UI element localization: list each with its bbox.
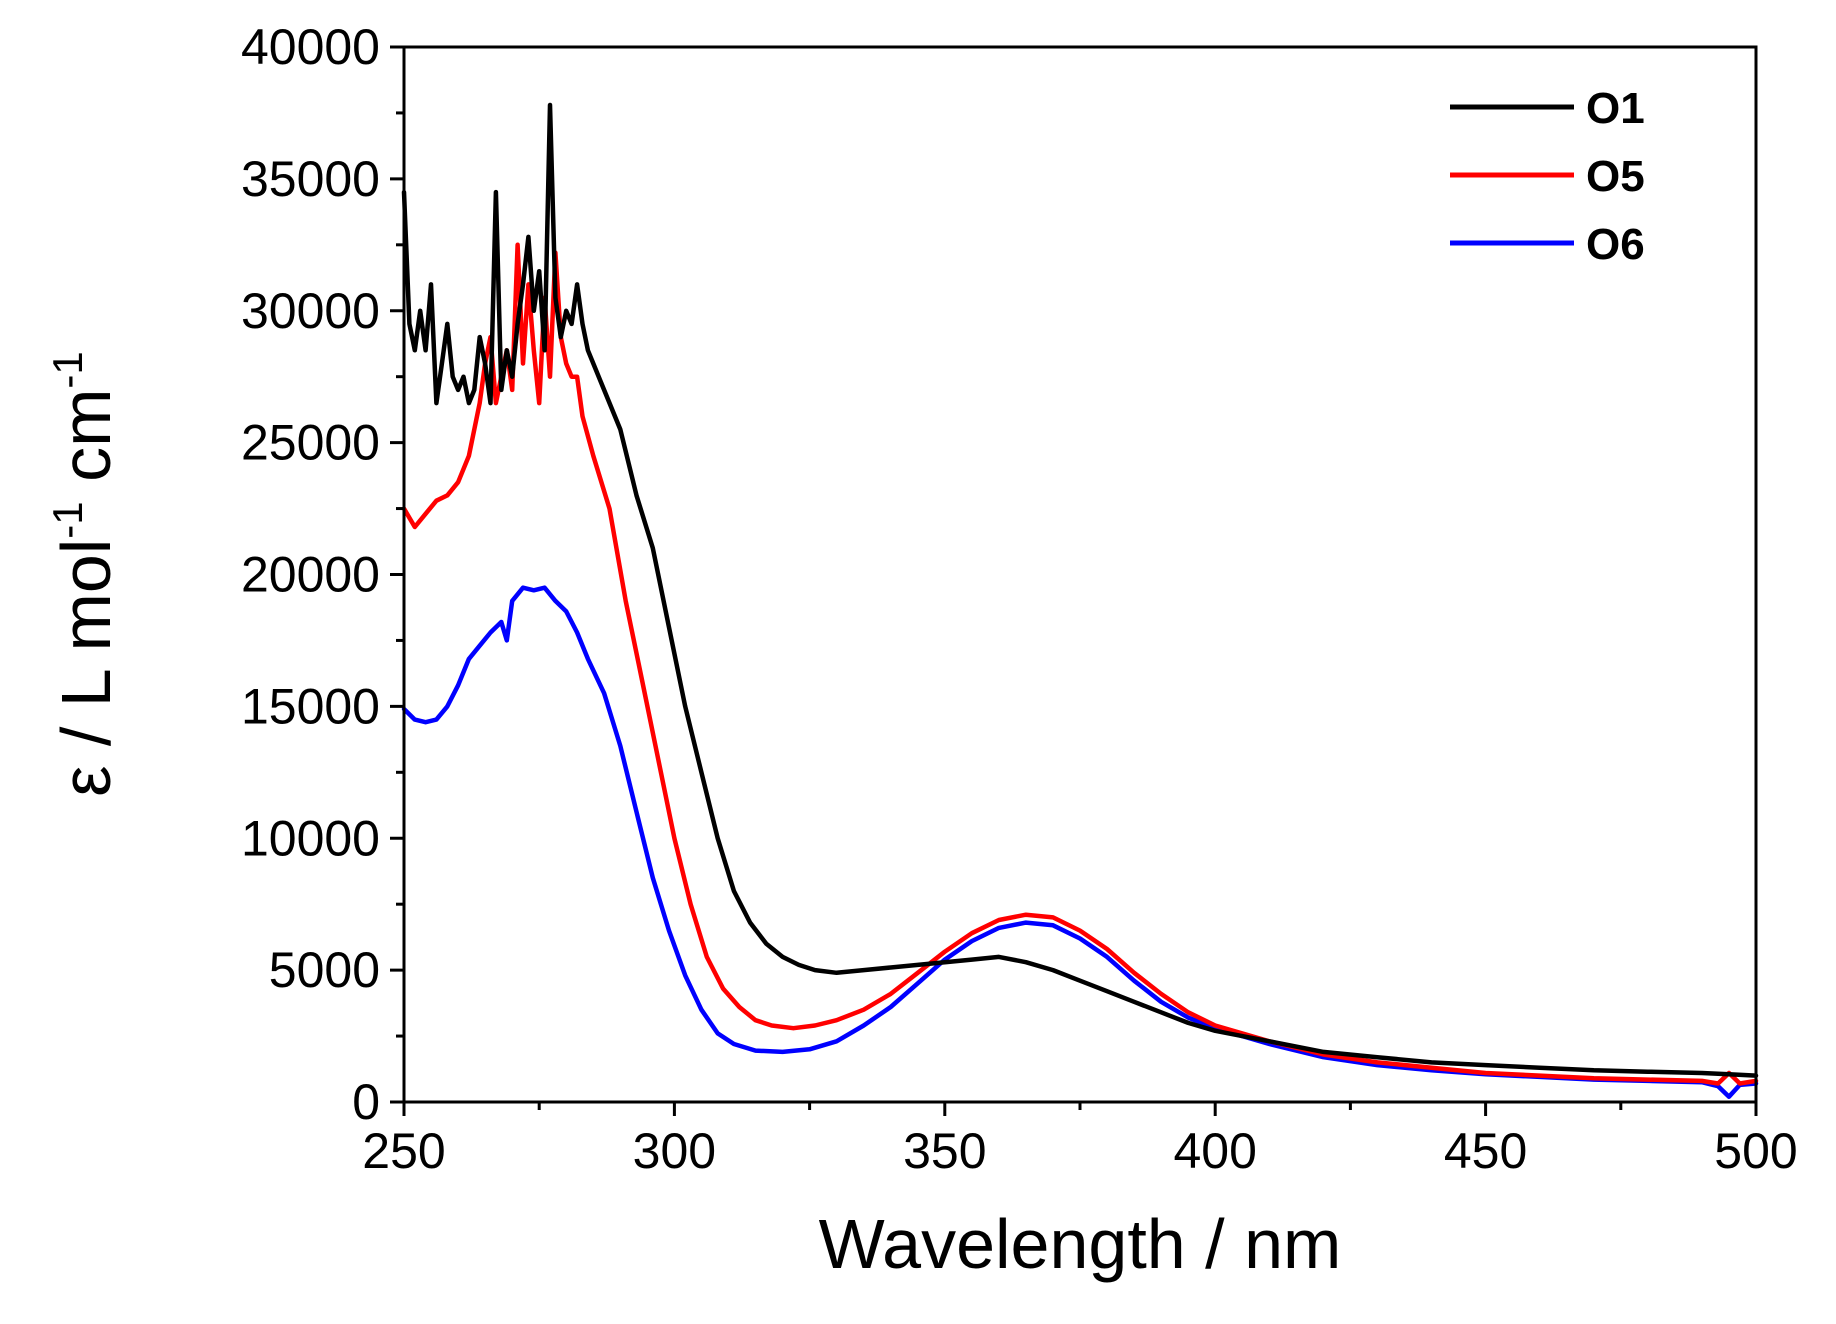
y-tick-label: 10000 [241,810,380,866]
x-tick-label: 300 [633,1123,716,1179]
y-tick-labels: 0 5000 10000 15000 20000 25000 30000 35000 40000 [241,19,380,1130]
series-line-o1 [401,102,1759,1078]
legend: O1 O5 O6 [1450,84,1645,269]
x-axis-title: Wavelength / nm [819,1205,1342,1283]
legend-label-o5: O5 [1586,152,1645,201]
y-axis-title-sup2: -1 [44,351,91,388]
y-tick-label: 40000 [241,19,380,75]
x-tick-label: 400 [1173,1123,1256,1179]
x-tick-labels: 250 300 350 400 450 500 [362,1123,1797,1179]
y-axis-title-mid: cm [47,389,125,502]
y-tick-label: 20000 [241,547,380,603]
x-tick-label: 500 [1714,1123,1797,1179]
y-tick-label: 35000 [241,151,380,207]
x-tick-label: 350 [903,1123,986,1179]
series-line-o6 [401,585,1759,1099]
y-tick-label: 25000 [241,415,380,471]
legend-label-o1: O1 [1586,84,1645,133]
y-axis-title-main: ε / L mol [47,539,125,797]
x-tick-label: 450 [1444,1123,1527,1179]
ticks-layer [390,45,1758,1116]
y-axis-title: ε / L mol-1 cm-1 [44,351,125,797]
y-tick-label: 5000 [269,942,380,998]
y-tick-label: 30000 [241,283,380,339]
y-tick-label: 15000 [241,678,380,734]
series-layer [401,102,1759,1099]
legend-label-o6: O6 [1586,220,1645,269]
y-tick-label: 0 [352,1074,380,1130]
x-tick-label: 250 [362,1123,445,1179]
y-axis-title-sup1: -1 [44,501,91,538]
